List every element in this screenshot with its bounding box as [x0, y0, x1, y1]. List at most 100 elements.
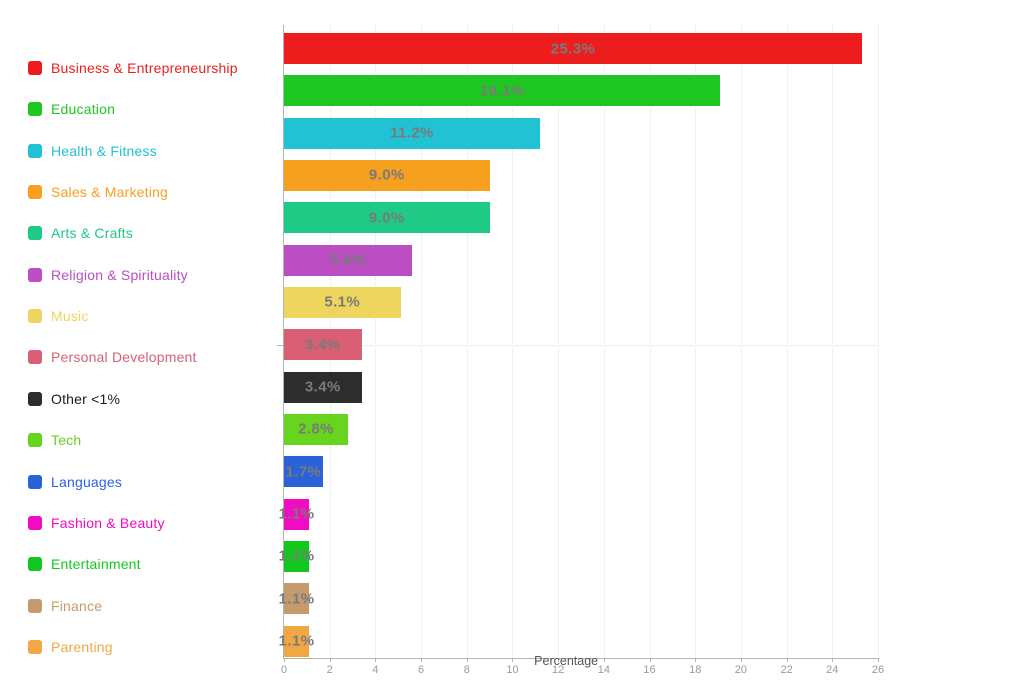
- gridline-x-12: [558, 25, 560, 658]
- legend-item-business-entrepreneurship: Business & Entrepreneurship: [28, 58, 238, 78]
- x-axis-tick-label: 16: [643, 664, 656, 676]
- gridline-x-14: [603, 25, 605, 658]
- x-axis-tick-label: 8: [463, 664, 470, 676]
- legend-swatch-icon: [28, 143, 42, 158]
- bar-sales-marketing: 9.0%: [284, 159, 490, 191]
- gridline-x-10: [512, 25, 514, 658]
- legend-label: Music: [51, 308, 89, 325]
- bar-value-label: 2.8%: [298, 420, 334, 438]
- legend-item-fashion-beauty: Fashion & Beauty: [28, 513, 165, 533]
- bar-business-entrepreneurship: 25.3%: [284, 33, 862, 64]
- legend-label: Sales & Marketing: [51, 184, 169, 201]
- legend-swatch-icon: [28, 391, 42, 406]
- bar-value-label: 9.0%: [368, 209, 405, 227]
- bar-value-label: 1.1%: [278, 590, 315, 608]
- x-axis-tickmark: [512, 658, 514, 662]
- legend-swatch-icon: [28, 639, 42, 654]
- bar-value-label: 1.7%: [285, 463, 322, 481]
- x-axis-tickmark: [649, 658, 651, 662]
- x-axis-tick-label: 4: [372, 664, 379, 676]
- x-axis-tickmark: [329, 658, 331, 662]
- legend-label: Parenting: [51, 638, 113, 655]
- legend-item-sales-marketing: Sales & Marketing: [28, 182, 168, 202]
- x-axis-tick-label: 22: [780, 664, 793, 676]
- legend-swatch-icon: [28, 309, 42, 324]
- bar-tech: 2.8%: [284, 413, 348, 445]
- x-axis-tick-label: 2: [326, 664, 333, 676]
- bar-arts-crafts: 9.0%: [284, 202, 490, 234]
- x-axis-tick-label: 6: [418, 664, 425, 676]
- legend-item-health-fitness: Health & Fitness: [28, 141, 157, 161]
- bar-value-label: 3.4%: [304, 336, 341, 354]
- bar-fashion-beauty: 1.1%: [279, 498, 314, 530]
- plot-area: Percentage 25.3% 19.1% 11.2% 9.0% 9.0% 5.6% 5.…: [277, 25, 884, 676]
- bar-other-1: 3.4%: [284, 371, 362, 403]
- bar-languages: 1.7%: [284, 456, 323, 488]
- legend-item-music: Music: [28, 306, 89, 326]
- bar-value-label: 5.1%: [324, 293, 361, 311]
- x-axis-tickmark: [832, 658, 834, 662]
- bar-education: 19.1%: [284, 75, 721, 107]
- y-axis-tick: [277, 344, 284, 346]
- legend-swatch-icon: [28, 474, 42, 489]
- x-axis-tickmark: [284, 658, 285, 662]
- x-axis-tick-label: 10: [506, 664, 519, 676]
- x-axis-tick-label: 0: [280, 664, 288, 676]
- gridline-x-4: [375, 25, 377, 658]
- legend-swatch-icon: [28, 598, 42, 613]
- gridline-x-6: [421, 25, 423, 658]
- x-axis-tickmark: [695, 658, 697, 662]
- legend-label: Arts & Crafts: [51, 225, 133, 242]
- x-axis-tickmark: [740, 658, 742, 662]
- legend-label: Tech: [51, 432, 82, 449]
- gridline-x-26: [878, 25, 879, 658]
- legend-swatch-icon: [28, 515, 42, 530]
- bar-religion-spirituality: 5.6%: [284, 244, 412, 276]
- x-axis-tick-label: 24: [826, 664, 839, 676]
- gridline-y-mid: [284, 344, 878, 346]
- legend-label: Entertainment: [51, 556, 141, 573]
- x-axis-tickmark: [786, 658, 788, 662]
- x-axis-tick-label: 14: [597, 664, 610, 676]
- bar-parenting: 1.1%: [279, 625, 314, 657]
- legend-label: Education: [51, 101, 116, 118]
- legend-swatch-icon: [28, 557, 42, 572]
- bar-finance: 1.1%: [279, 583, 314, 615]
- legend-item-personal-development: Personal Development: [28, 347, 197, 367]
- gridline-x-22: [786, 25, 788, 658]
- x-axis-tickmark: [466, 658, 468, 662]
- legend-item-education: Education: [28, 99, 115, 119]
- legend-item-religion-spirituality: Religion & Spirituality: [28, 265, 188, 285]
- gridline-x-24: [832, 25, 834, 658]
- legend-label: Other <1%: [51, 390, 121, 407]
- bar-value-label: 3.4%: [304, 378, 341, 396]
- bar-value-label: 9.0%: [368, 166, 405, 184]
- gridline-x-18: [695, 25, 697, 658]
- legend-label: Finance: [51, 597, 103, 614]
- legend-item-arts-crafts: Arts & Crafts: [28, 223, 133, 243]
- bar-entertainment: 1.1%: [279, 540, 314, 572]
- legend-label: Languages: [51, 473, 123, 490]
- bar-value-label: 1.1%: [278, 505, 315, 523]
- legend-label: Business & Entrepreneurship: [51, 60, 238, 76]
- legend-item-other-1: Other <1%: [28, 389, 120, 409]
- x-axis-title: Percentage: [534, 654, 599, 668]
- legend-swatch-icon: [28, 433, 42, 448]
- legend-swatch-icon: [28, 102, 42, 117]
- x-axis-tick-label: 18: [689, 664, 702, 676]
- legend-swatch-icon: [28, 267, 42, 282]
- gridline-x-20: [740, 25, 742, 658]
- legend-item-parenting: Parenting: [28, 637, 113, 657]
- bar-value-label: 25.3%: [550, 40, 596, 57]
- x-axis-tickmark: [375, 658, 377, 662]
- legend-item-languages: Languages: [28, 472, 122, 492]
- legend-label: Fashion & Beauty: [51, 514, 165, 531]
- legend-item-entertainment: Entertainment: [28, 554, 141, 574]
- gridline-x-16: [649, 25, 651, 658]
- bar-value-label: 5.6%: [330, 251, 366, 269]
- legend-swatch-icon: [28, 226, 42, 241]
- bar-value-label: 11.2%: [390, 124, 434, 142]
- legend-label: Personal Development: [51, 349, 197, 366]
- x-axis-tickmark: [558, 658, 560, 662]
